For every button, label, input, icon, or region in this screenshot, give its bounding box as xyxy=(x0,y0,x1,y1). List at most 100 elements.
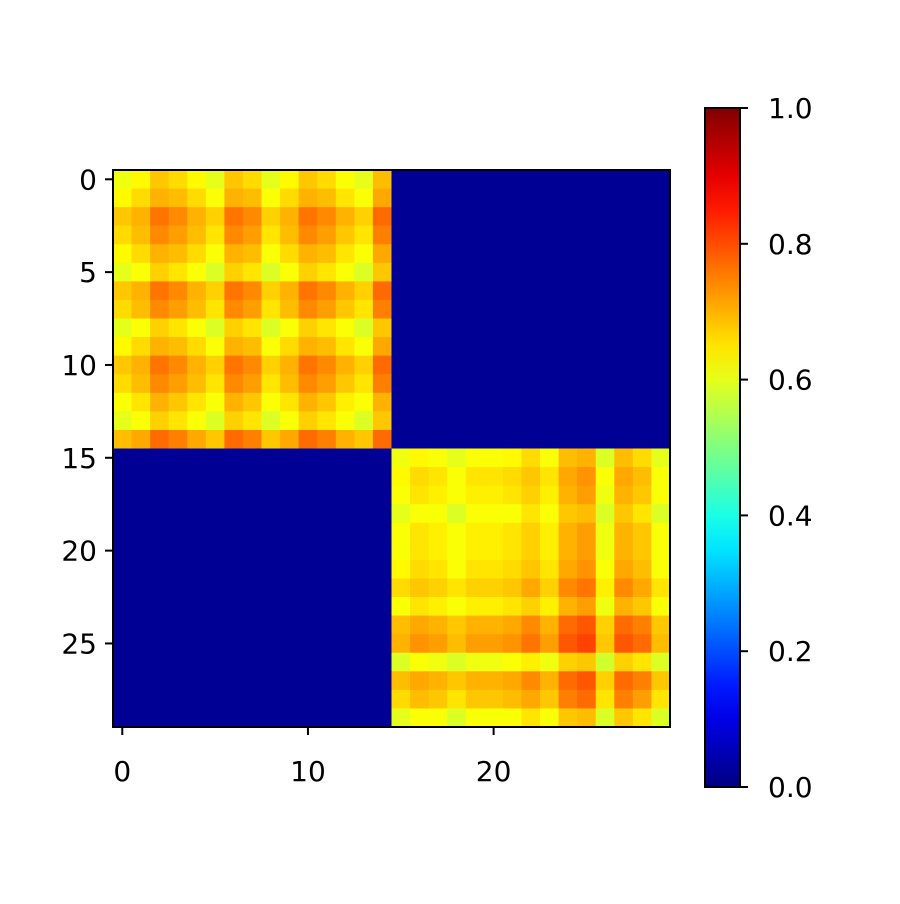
heatmap-cell xyxy=(317,355,337,375)
heatmap-cell xyxy=(484,318,504,338)
heatmap-cell xyxy=(317,467,337,487)
heatmap-cell xyxy=(614,225,634,245)
heatmap-cell xyxy=(428,318,448,338)
heatmap-cell xyxy=(410,634,430,654)
heatmap-cell xyxy=(372,225,392,245)
heatmap-cell xyxy=(242,522,262,542)
heatmap-cell xyxy=(428,634,448,654)
heatmap-cell xyxy=(224,262,244,282)
heatmap-cell xyxy=(651,207,671,227)
heatmap-cell xyxy=(224,541,244,561)
heatmap-cell xyxy=(595,355,615,375)
heatmap-cell xyxy=(298,467,318,487)
heatmap-cell xyxy=(261,318,281,338)
heatmap-cell xyxy=(465,299,485,319)
heatmap-cell xyxy=(484,170,504,189)
heatmap-cell xyxy=(428,262,448,282)
heatmap-cell xyxy=(577,652,597,672)
heatmap-cell xyxy=(484,541,504,561)
heatmap-cell xyxy=(614,597,634,616)
heatmap-cell xyxy=(280,337,300,357)
heatmap-cell xyxy=(632,355,652,375)
heatmap-cell xyxy=(558,652,578,672)
heatmap-cell xyxy=(558,262,578,282)
heatmap-cell xyxy=(298,689,318,709)
heatmap-cell xyxy=(614,207,634,227)
heatmap-cell xyxy=(372,411,392,431)
heatmap-cell xyxy=(614,374,634,394)
heatmap-cell xyxy=(242,708,262,728)
heatmap-cell xyxy=(577,634,597,654)
heatmap-cell xyxy=(317,262,337,282)
heatmap-cell xyxy=(595,522,615,542)
heatmap-cell xyxy=(187,597,207,616)
heatmap-cell xyxy=(354,207,374,227)
heatmap-cell xyxy=(391,337,411,357)
heatmap-cell xyxy=(261,411,281,431)
heatmap-cell xyxy=(131,522,151,542)
heatmap-cell xyxy=(447,559,467,579)
heatmap-cell xyxy=(113,299,132,319)
heatmap-cell xyxy=(558,597,578,616)
heatmap-cell xyxy=(242,299,262,319)
heatmap-cell xyxy=(632,559,652,579)
heatmap-cell xyxy=(280,262,300,282)
heatmap-cell xyxy=(410,448,430,468)
heatmap-cell xyxy=(113,207,132,227)
heatmap-cell xyxy=(410,541,430,561)
heatmap-cell xyxy=(113,597,132,616)
heatmap-cell xyxy=(354,244,374,264)
colorbar-tick-label: 1.0 xyxy=(768,92,813,125)
heatmap-cell xyxy=(502,541,522,561)
heatmap-cell xyxy=(558,392,578,412)
heatmap-cell xyxy=(465,559,485,579)
heatmap-cell xyxy=(428,299,448,319)
heatmap-cell xyxy=(372,671,392,691)
heatmap-cell xyxy=(428,467,448,487)
heatmap-cell xyxy=(298,429,318,449)
heatmap-cell xyxy=(651,689,671,709)
heatmap-cell xyxy=(335,299,355,319)
heatmap-cell xyxy=(577,225,597,245)
heatmap-cell xyxy=(465,244,485,264)
heatmap-cell xyxy=(242,615,262,635)
heatmap-cell xyxy=(558,541,578,561)
heatmap-cell xyxy=(428,504,448,524)
heatmap-cell xyxy=(558,708,578,728)
heatmap-cell xyxy=(354,522,374,542)
heatmap-cell xyxy=(113,392,132,412)
heatmap-cell xyxy=(335,559,355,579)
heatmap-cell xyxy=(428,689,448,709)
heatmap-cell xyxy=(632,615,652,635)
heatmap-cell xyxy=(261,504,281,524)
heatmap-cell xyxy=(113,485,132,505)
heatmap-cell xyxy=(205,170,225,189)
heatmap-cell xyxy=(447,188,467,208)
heatmap-cell xyxy=(205,504,225,524)
heatmap-cell xyxy=(465,355,485,375)
heatmap-cell xyxy=(280,225,300,245)
heatmap-cell xyxy=(540,281,559,301)
heatmap-cell xyxy=(354,392,374,412)
heatmap-cell xyxy=(261,522,281,542)
heatmap-cell xyxy=(465,318,485,338)
heatmap-cell xyxy=(317,374,337,394)
heatmap-cell xyxy=(447,374,467,394)
heatmap-cell xyxy=(113,652,132,672)
heatmap-cell xyxy=(224,318,244,338)
heatmap-cell xyxy=(335,429,355,449)
heatmap-cell xyxy=(447,541,467,561)
heatmap-cell xyxy=(317,541,337,561)
y-tick-label: 0 xyxy=(79,163,97,196)
heatmap-cell xyxy=(187,559,207,579)
heatmap-cell xyxy=(354,374,374,394)
heatmap-cell xyxy=(447,448,467,468)
heatmap-cell xyxy=(614,337,634,357)
heatmap-cell xyxy=(428,244,448,264)
heatmap-cell xyxy=(632,597,652,616)
heatmap-cell xyxy=(540,597,559,616)
heatmap-cell xyxy=(168,299,188,319)
heatmap-cell xyxy=(410,485,430,505)
heatmap-cell xyxy=(614,244,634,264)
heatmap-cell xyxy=(540,467,559,487)
